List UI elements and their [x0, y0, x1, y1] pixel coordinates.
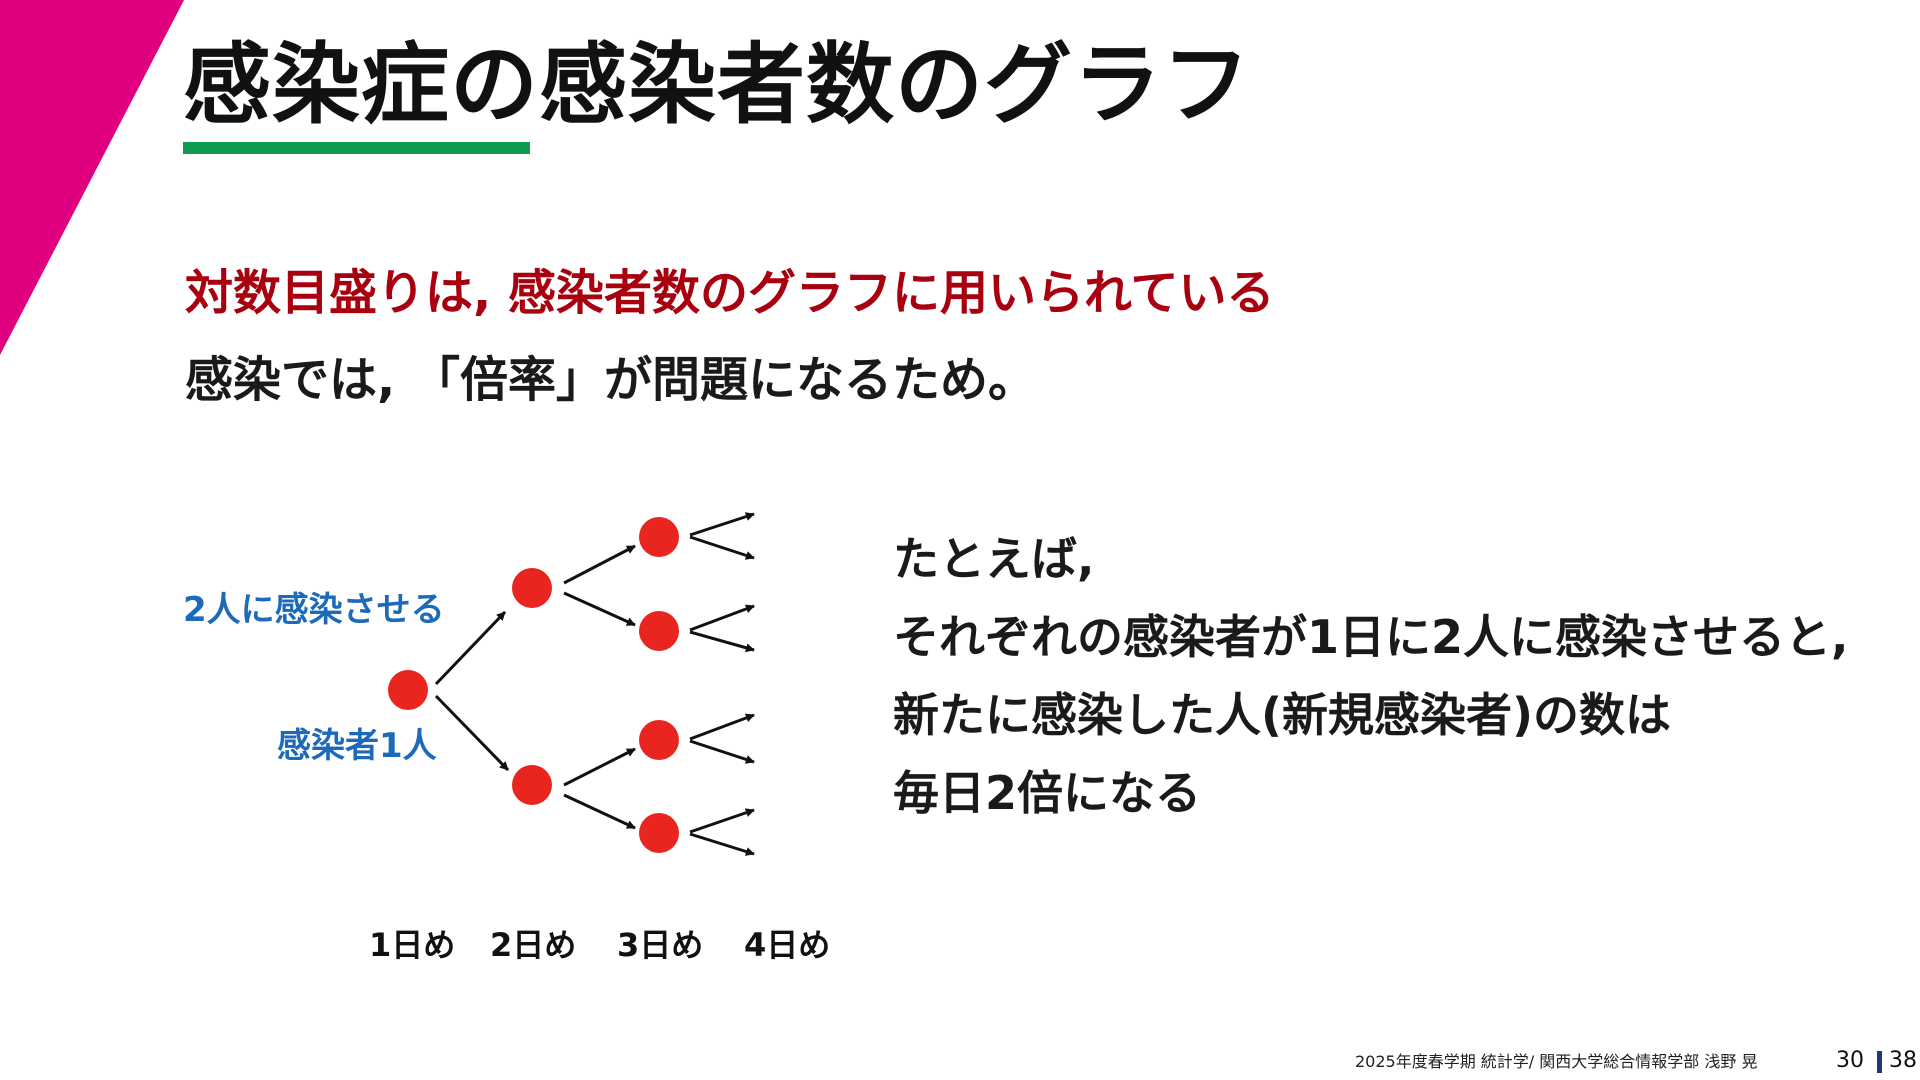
explanation-line: 毎日2倍になる [893, 766, 1202, 820]
reason-text: 感染では, 「倍率」が問題になるため。 [185, 352, 1036, 408]
corner-accent-shape [0, 0, 184, 355]
infected-node-day2 [512, 568, 552, 608]
page-total: 38 [1889, 1048, 1917, 1073]
tree-arrow [689, 808, 755, 834]
infected-node-day3 [639, 720, 679, 760]
tree-arrow [689, 604, 755, 632]
tree-arrow [689, 739, 755, 764]
day-label: 3日め [617, 926, 704, 964]
page-number: 30 [1836, 1048, 1864, 1073]
title-underline [183, 142, 530, 154]
day-label: 1日め [369, 926, 456, 964]
tree-arrow [434, 694, 510, 772]
tree-arrow [563, 793, 636, 830]
tree-arrow [563, 747, 636, 787]
tree-arrow [689, 512, 755, 537]
tree-arrow [563, 544, 636, 585]
infected-node-day3 [639, 611, 679, 651]
page-title: 感染症の感染者数のグラフ [183, 33, 1252, 136]
page-number-separator [1877, 1051, 1882, 1073]
day-label: 4日め [744, 926, 831, 964]
footer-course-info: 2025年度春学期 統計学/ 関西大学総合情報学部 浅野 晃 [1355, 1052, 1758, 1071]
tree-arrow [689, 832, 755, 856]
tree-arrow [689, 630, 755, 653]
infected-node-day3 [639, 813, 679, 853]
first-infected-label: 感染者1人 [277, 726, 437, 766]
spread-label: 2人に感染させる [183, 590, 445, 630]
explanation-text: たとえば, それぞれの感染者が1日に2人に感染させると, 新たに感染した人(新規… [893, 520, 1903, 832]
explanation-line: それぞれの感染者が1日に2人に感染させると, [893, 610, 1849, 664]
infected-node-day1 [388, 670, 428, 710]
explanation-line: たとえば, [893, 532, 1095, 586]
day-label: 2日め [490, 926, 577, 964]
infected-node-day3 [639, 517, 679, 557]
tree-arrow [689, 535, 755, 560]
explanation-line: 新たに感染した人(新規感染者)の数は [893, 688, 1672, 742]
infected-node-day2 [512, 765, 552, 805]
subtitle: 対数目盛りは, 感染者数のグラフに用いられている [185, 265, 1275, 321]
tree-arrow [434, 610, 507, 686]
tree-arrow [563, 591, 636, 627]
infection-tree-diagram [388, 512, 755, 856]
tree-arrow [689, 713, 755, 741]
